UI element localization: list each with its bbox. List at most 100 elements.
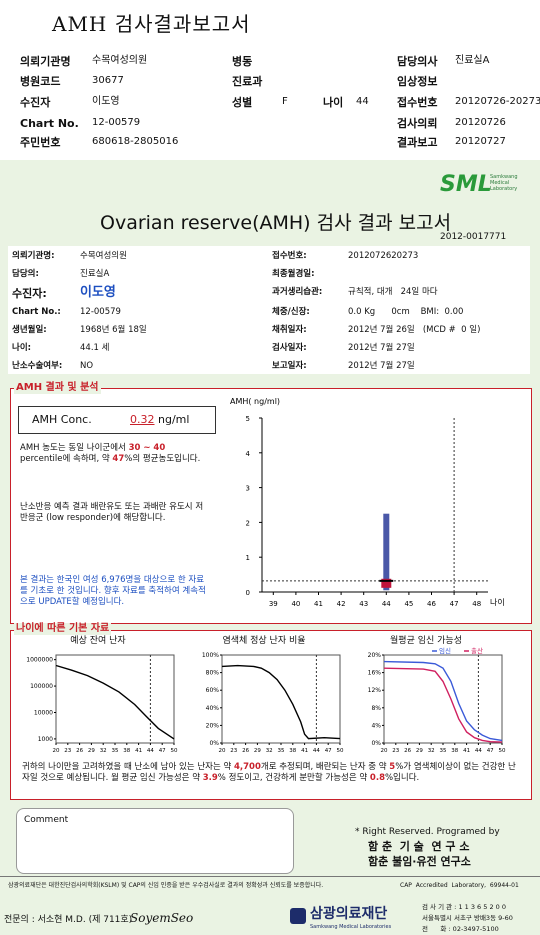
y-tick-label: 4%: [371, 722, 381, 729]
field-value: 680618-2805016: [92, 136, 179, 147]
report-number: 2012-0017771: [440, 232, 507, 242]
summary-text-part: 4,700: [234, 762, 261, 772]
amh-label: AMH Conc.: [32, 413, 92, 426]
mini-chart: 0% 4% 8% 12% 16% 20% 20 23 26 29 32 35 38 41 44 47 50 임신 출…: [368, 647, 506, 754]
x-tick-label: 47: [487, 748, 494, 754]
x-tick-label: 41: [314, 600, 323, 608]
series-line: [383, 667, 503, 743]
field-label: 성별: [232, 96, 253, 109]
x-tick-label: 41: [135, 748, 142, 754]
foundation-en: Samkwang Medical Laboratories: [310, 924, 392, 930]
x-tick-label: 23: [64, 748, 71, 754]
page-title: AMH 검사결과보고서: [52, 12, 251, 36]
summary-text-part: 0.8: [369, 773, 385, 784]
x-tick-label: 38: [289, 748, 296, 754]
y-tick-label: 2: [246, 519, 250, 527]
foundation-icon: [290, 908, 306, 924]
x-tick-label: 38: [451, 748, 458, 754]
analysis-text: 47: [112, 454, 125, 465]
x-tick-label: 38: [123, 748, 130, 754]
y-tick-label: 10000: [34, 709, 53, 716]
field-label: 수진자:: [12, 287, 47, 300]
logo-caption: Samkwang Medical Laboratory: [490, 174, 518, 192]
field-value: 20120726-20273: [455, 96, 540, 107]
series-line: [221, 664, 341, 740]
analysis-paragraph: 본 결과는 한국인 여성 6,976명을 대상으로 한 자료를 기초로 한 것입…: [20, 575, 210, 608]
x-tick-label: 32: [428, 748, 435, 754]
logo: SML: [440, 172, 492, 197]
field-label: 의뢰기관명: [20, 55, 71, 68]
field-value: 이도영: [80, 285, 116, 300]
field-value: 30677: [92, 75, 124, 86]
y-tick-label: 20%: [368, 652, 382, 659]
summary-text-part: 귀하의 나이만을 고려하였을 때 난소에 남아 있는 난자는 약: [22, 762, 234, 772]
mini-chart: 0% 20% 40% 60% 80% 100% 20 23 26 29 32 35 38 41 44 47 50: [202, 652, 344, 754]
plot-frame: [55, 654, 175, 744]
info-box: [8, 246, 530, 374]
field-value: 12-00579: [80, 307, 121, 317]
section-title: 나이에 따른 기본 자료: [14, 623, 112, 635]
y-tick-label: 40%: [206, 705, 220, 712]
field-value: 12-00579: [92, 117, 141, 128]
mini-title: 염색체 정상 난자 비율: [222, 636, 306, 646]
x-tick-label: 20: [219, 748, 226, 754]
x-tick-label: 26: [242, 748, 249, 754]
x-tick-label: 29: [416, 748, 423, 754]
field-label: 난소수술여부:: [12, 361, 63, 371]
legend-label: 출산: [471, 647, 483, 655]
signature: SoyemSeo: [130, 911, 194, 925]
comment-box: [16, 808, 294, 874]
y-tick-label: 8%: [371, 705, 381, 712]
field-value: 44: [356, 96, 369, 107]
field-value: 44.1 세: [80, 343, 110, 353]
x-tick-label: 23: [230, 748, 237, 754]
field-value: 수목여성의원: [80, 251, 127, 261]
y-tick-label: 100000: [30, 683, 53, 690]
field-label: 보고일자:: [272, 361, 307, 371]
field-value: 20120726: [455, 117, 506, 128]
y-tick-label: 12%: [368, 687, 382, 694]
x-tick-label: 39: [269, 600, 278, 608]
field-label: 의뢰기관명:: [12, 251, 55, 261]
x-tick-label: 41: [301, 748, 308, 754]
x-tick-label: 32: [100, 748, 107, 754]
x-tick-label: 44: [313, 748, 320, 754]
y-tick-label: 1: [246, 554, 250, 562]
x-tick-label: 20: [381, 748, 388, 754]
y-tick-label: 100%: [202, 652, 219, 659]
field-value: F: [282, 96, 288, 107]
plot-frame: [221, 654, 341, 744]
x-tick-label: 47: [450, 600, 459, 608]
field-value: 진료실A: [455, 55, 490, 66]
contact: 검 사 기 관 : 1 1 3 6 5 2 0 0: [422, 903, 506, 911]
doctor: 전문의 : 서소현 M.D. (제 711호): [4, 915, 133, 925]
rule: [0, 876, 540, 877]
range-box: [381, 578, 392, 588]
x-tick-label: 47: [159, 748, 166, 754]
summary-text-part: 개로 추정되며, 배란되는 난자 중 약: [260, 762, 390, 772]
field-value: 2012년 7월 26일 (MCD # 0 일): [348, 325, 481, 335]
x-tick-label: 26: [404, 748, 411, 754]
field-value: 이도영: [92, 96, 120, 107]
range-bar: [383, 513, 390, 591]
x-tick-label: 23: [392, 748, 399, 754]
mini-title: 월평균 임신 가능성: [390, 636, 462, 646]
x-tick-label: 40: [291, 600, 300, 608]
field-value: 20120727: [455, 136, 506, 147]
footer-notice: 삼광의료재단은 대한진단검사의학회(KSLM) 및 CAP의 신임 인증을 받은…: [8, 882, 324, 889]
foundation: 삼광의료재단: [310, 906, 388, 922]
analysis-text: percentile에 속하며, 약: [20, 454, 113, 465]
analysis-paragraph: 난소반응 예측 결과 배란유도 또는 과배란 유도시 저반응군 (low res…: [20, 502, 210, 524]
field-value: 1968년 6월 18일: [80, 325, 147, 335]
x-tick-label: 43: [359, 600, 368, 608]
series-line: [55, 664, 175, 740]
analysis-paragraph: AMH 농도는 동일 나이군에서 30 ~ 40 percentile에 속하며…: [20, 443, 210, 465]
field-value: 진료실A: [80, 269, 110, 279]
contact: 전 화 : 02-3497-5100: [422, 925, 499, 933]
field-label: 담당의사: [397, 55, 438, 68]
field-label: 생년월일:: [12, 325, 47, 335]
y-tick-label: 4: [246, 450, 251, 458]
credit: 함 춘 기 술 연 구 소: [368, 840, 470, 853]
